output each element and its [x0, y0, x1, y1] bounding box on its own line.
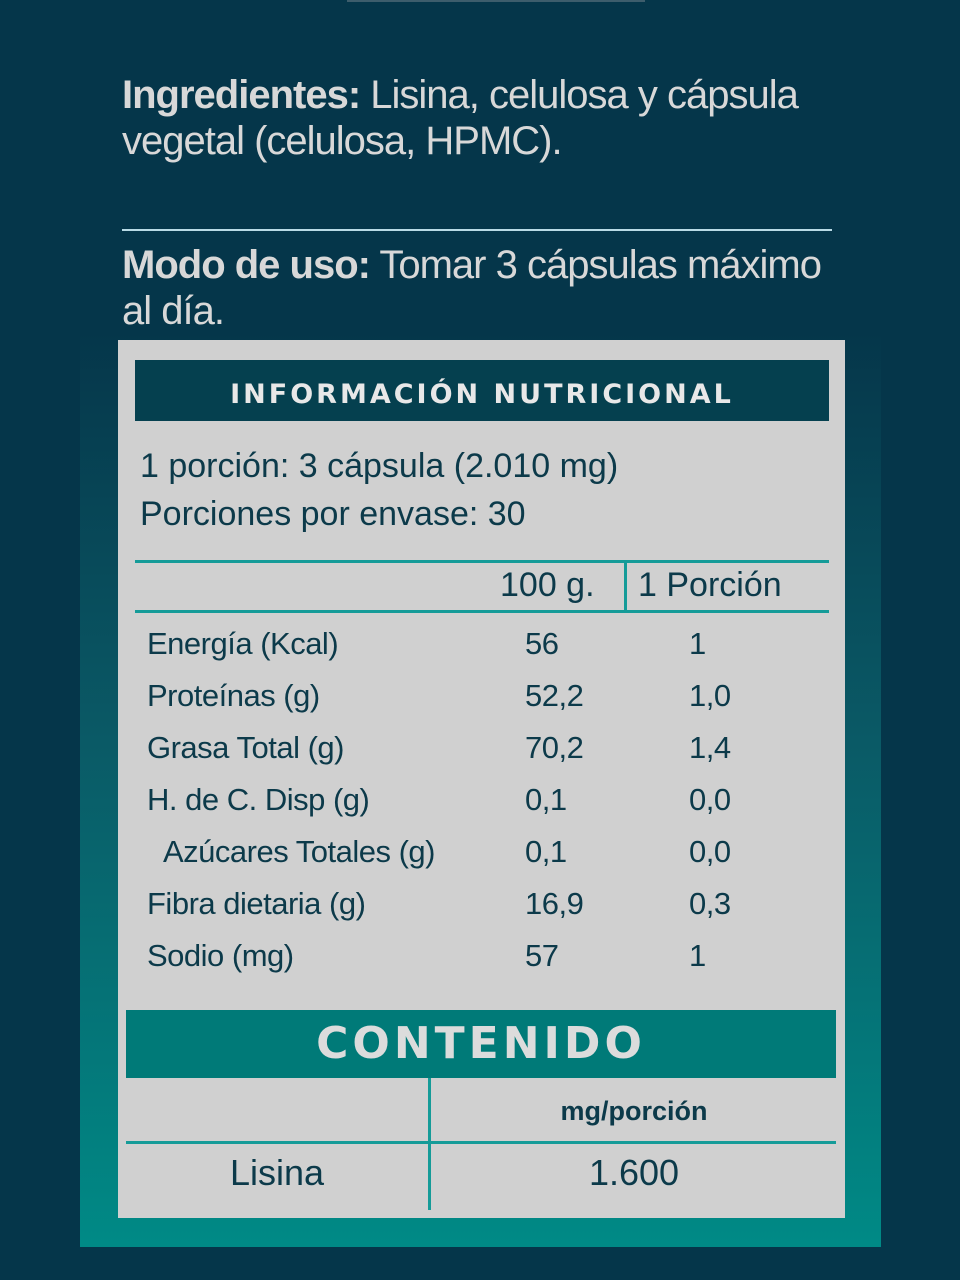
nutrient-name: Fibra dietaria (g) [147, 886, 366, 921]
servings-per-container: Porciones por envase: 30 [140, 495, 526, 533]
table-rule-top [135, 560, 829, 563]
value-per-serving: 0,3 [689, 886, 731, 921]
value-per-serving: 0,0 [689, 782, 731, 817]
serving-size: 1 porción: 3 cápsula (2.010 mg) [140, 447, 619, 485]
nutrient-name: Proteínas (g) [147, 678, 320, 713]
value-per-100g: 16,9 [525, 886, 584, 921]
value-per-serving: 1,4 [689, 730, 731, 765]
value-per-100g: 56 [525, 626, 559, 661]
value-per-serving: 1 [689, 626, 706, 661]
nutrition-row: Sodio (mg) 57 1 [147, 938, 847, 990]
column-divider [624, 562, 627, 612]
value-per-serving: 0,0 [689, 834, 731, 869]
value-per-serving: 1 [689, 938, 706, 973]
top-bar [347, 0, 645, 2]
table-rule-header [135, 610, 829, 613]
nutrition-row: Azúcares Totales (g) 0,1 0,0 [147, 834, 847, 886]
value-per-100g: 0,1 [525, 782, 567, 817]
nutrient-name: Sodio (mg) [147, 938, 294, 973]
value-per-100g: 70,2 [525, 730, 584, 765]
serving-info: 1 porción: 3 cápsula (2.010 mg) Porcione… [140, 442, 618, 538]
divider [122, 229, 832, 231]
nutrient-name: Energía (Kcal) [147, 626, 339, 661]
value-per-100g: 57 [525, 938, 559, 973]
nutrition-row: Fibra dietaria (g) 16,9 0,3 [147, 886, 847, 938]
nutrient-name: H. de C. Disp (g) [147, 782, 370, 817]
nutrient-name: Azúcares Totales (g) [163, 834, 436, 869]
nutrition-title: INFORMACIÓN NUTRICIONAL [135, 360, 829, 421]
column-header-portion: 1 Porción [638, 566, 782, 604]
usage-value: Tomar 3 cápsulas máximo al día. [122, 243, 822, 333]
nutrition-row: Proteínas (g) 52,2 1,0 [147, 678, 847, 730]
ingredients-value: Lisina, celulosa y cápsula vegetal (celu… [122, 73, 799, 163]
usage-label: Modo de uso: [122, 243, 371, 287]
content-column-header: mg/porción [560, 1096, 708, 1126]
nutrition-row: H. de C. Disp (g) 0,1 0,0 [147, 782, 847, 834]
nutrition-row: Energía (Kcal) 56 1 [147, 626, 847, 678]
usage-text: Modo de uso: Tomar 3 cápsulas máximo al … [122, 242, 842, 334]
ingredients-text: Ingredientes: Lisina, celulosa y cápsula… [122, 72, 842, 164]
value-per-serving: 1,0 [689, 678, 731, 713]
value-per-100g: 52,2 [525, 678, 584, 713]
content-rule [126, 1141, 836, 1144]
content-row-name: Lisina [229, 1152, 325, 1193]
column-header-100g: 100 g. [500, 566, 595, 604]
nutrient-name: Grasa Total (g) [147, 730, 344, 765]
nutrition-row: Grasa Total (g) 70,2 1,4 [147, 730, 847, 782]
ingredients-label: Ingredientes: [122, 73, 361, 117]
content-title: CONTENIDO [126, 1010, 836, 1078]
content-column-divider [428, 1078, 431, 1210]
value-per-100g: 0,1 [525, 834, 567, 869]
content-row-value: 1.600 [588, 1152, 680, 1193]
